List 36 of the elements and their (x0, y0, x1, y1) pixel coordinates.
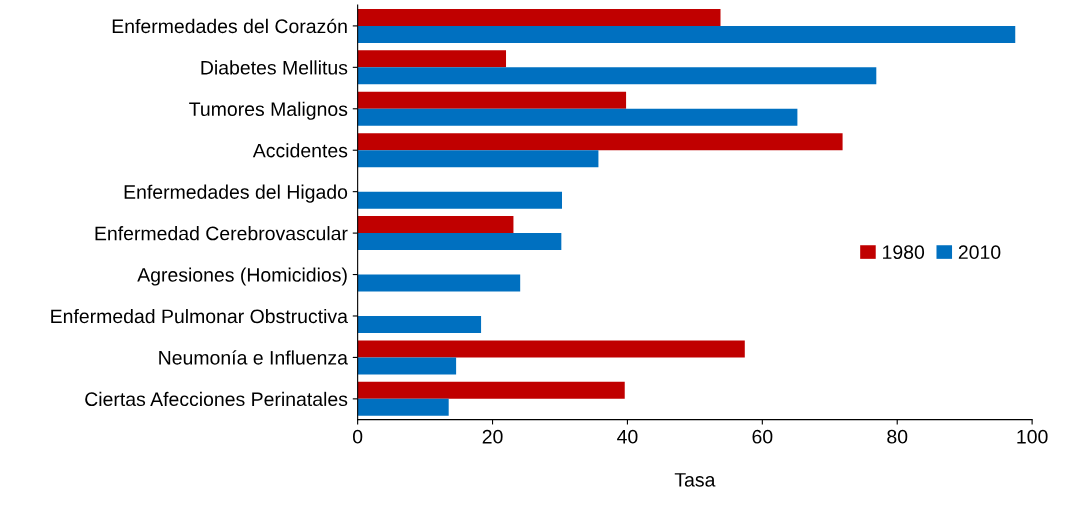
bar (357, 357, 457, 375)
bar (357, 50, 507, 68)
legend-label: 1980 (883, 245, 925, 260)
x-tick-label: 60 (752, 429, 773, 444)
y-tick-label: Enfermedad Cerebrovascular (95, 226, 348, 241)
x-tick-label: 40 (617, 429, 638, 444)
y-tick-label: Enfermedad Pulmonar Obstructiva (51, 308, 348, 324)
y-tick-label: Agresiones (Homicidios) (137, 267, 347, 286)
x-tick-label: 0 (353, 429, 363, 444)
y-tick-label: Enfermedades del Corazón (112, 18, 347, 34)
x-tick-label: 80 (887, 429, 908, 444)
y-tick-label: Accidentes (252, 143, 348, 158)
bar (357, 340, 745, 358)
bar (357, 25, 1016, 43)
bar (357, 381, 625, 399)
x-axis-title: Tasa (674, 473, 716, 487)
bar (357, 91, 627, 109)
bar (357, 108, 798, 126)
x-tick-label: 100 (1017, 429, 1048, 444)
bar (357, 133, 843, 151)
y-tick-label: Enfermedades del Higado (124, 184, 348, 203)
bar (357, 274, 521, 292)
bar (357, 216, 514, 234)
y-tick-label: Tumores Malignos (189, 101, 348, 120)
bar (357, 8, 721, 26)
bar (357, 191, 563, 209)
bar (357, 315, 482, 333)
bar (357, 150, 599, 168)
legend-label: 2010 (958, 245, 1001, 260)
bar (357, 67, 877, 85)
y-tick-label: Diabetes Mellitus (201, 60, 348, 75)
y-tick-label: Ciertas Afecciones Perinatales (85, 391, 348, 407)
y-tick-label: Neumonía e Influenza (159, 350, 348, 365)
bar (357, 398, 449, 416)
bar (357, 233, 562, 251)
x-tick-label: 20 (482, 429, 503, 444)
